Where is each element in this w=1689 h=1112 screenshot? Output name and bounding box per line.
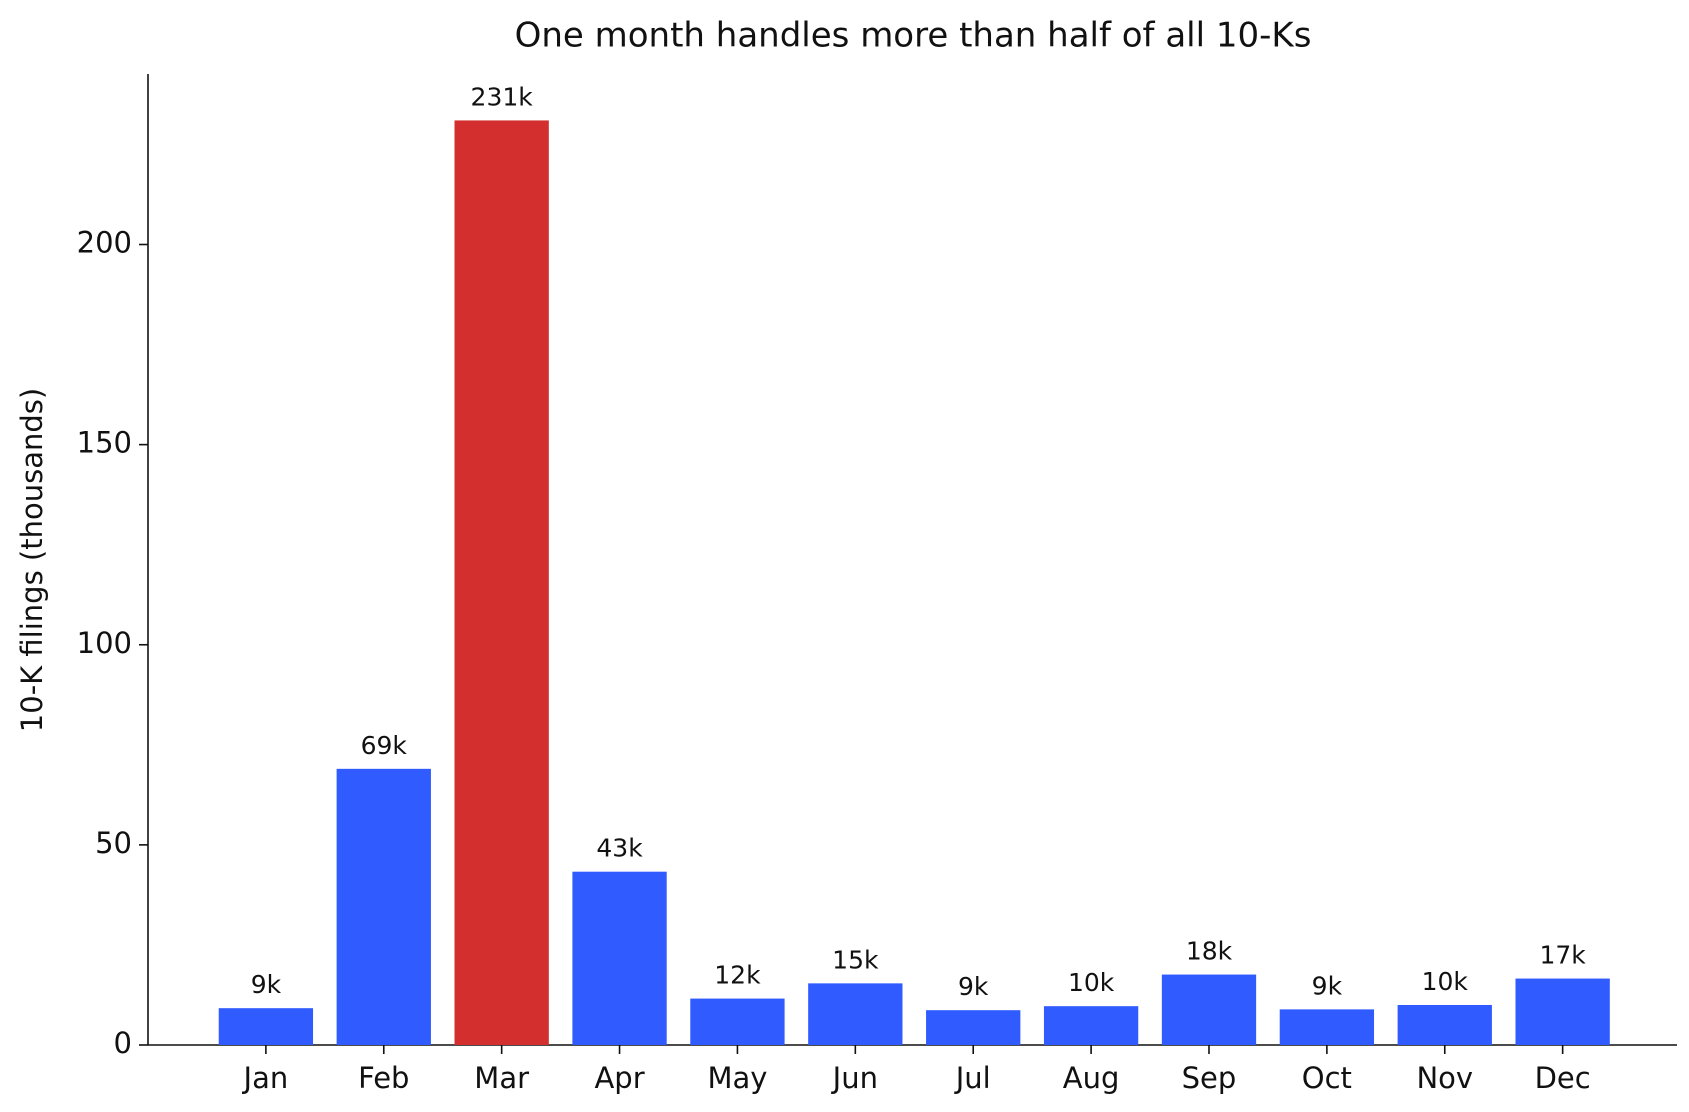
x-tick-label: Feb [358, 1061, 409, 1095]
y-axis-label: 10-K filings (thousands) [15, 388, 49, 732]
x-tick-label: Jul [954, 1061, 991, 1095]
y-tick-label: 200 [77, 226, 132, 260]
bar [1161, 974, 1257, 1045]
x-tick-label: Aug [1063, 1061, 1120, 1095]
bar [1397, 1004, 1492, 1045]
value-label: 10k [1068, 968, 1115, 997]
x-tick-label: Sep [1182, 1061, 1237, 1095]
chart-title: One month handles more than half of all … [515, 16, 1312, 56]
x-tick-label: Dec [1535, 1061, 1591, 1095]
bar [218, 1008, 314, 1045]
value-label: 43k [596, 834, 643, 863]
bar [1043, 1006, 1139, 1045]
value-label: 10k [1422, 967, 1469, 996]
x-tick-label: Jun [831, 1061, 878, 1095]
y-tick-label: 150 [77, 426, 132, 460]
x-tick-label: Mar [474, 1061, 529, 1095]
value-label: 9k [251, 970, 282, 999]
bar [1515, 978, 1610, 1045]
value-label: 9k [958, 972, 989, 1001]
x-tick-label: May [707, 1061, 767, 1095]
bar [336, 768, 431, 1045]
value-label: 17k [1540, 941, 1587, 970]
value-label: 15k [832, 945, 879, 974]
bar [808, 983, 903, 1045]
value-label: 18k [1186, 937, 1233, 966]
bar [690, 998, 785, 1045]
value-label: 9k [1312, 971, 1343, 1000]
y-tick-label: 50 [95, 826, 132, 860]
bar [1279, 1009, 1375, 1045]
value-label: 69k [361, 731, 408, 760]
x-tick-label: Oct [1302, 1061, 1352, 1095]
value-label: 231k [471, 82, 534, 111]
bar [454, 120, 549, 1045]
y-tick-label: 100 [77, 626, 132, 660]
bar [926, 1010, 1021, 1045]
bar [572, 871, 667, 1045]
value-label: 12k [714, 961, 761, 990]
y-tick-label: 0 [114, 1026, 132, 1060]
x-tick-label: Apr [594, 1061, 644, 1095]
x-tick-label: Nov [1416, 1061, 1473, 1095]
x-tick-label: Jan [242, 1061, 289, 1095]
